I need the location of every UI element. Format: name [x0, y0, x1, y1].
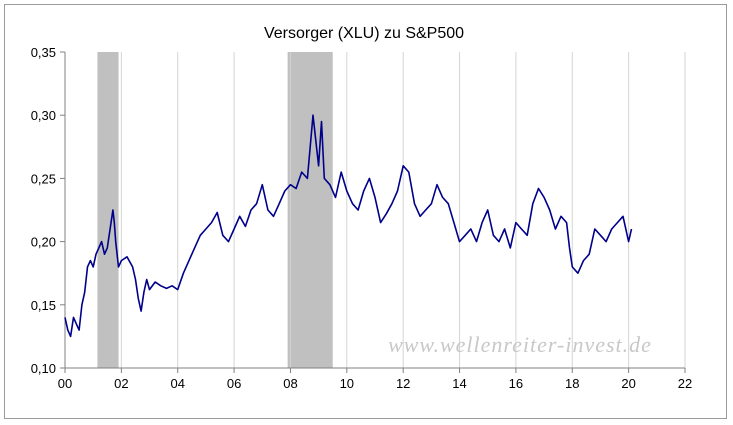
x-tick-label: 10 — [340, 376, 354, 391]
y-tick-label: 0,10 — [31, 361, 56, 376]
watermark-text: www.wellenreiter-invest.de — [388, 332, 652, 357]
x-tick-label: 06 — [227, 376, 241, 391]
x-tick-label: 08 — [283, 376, 297, 391]
x-tick-label: 16 — [509, 376, 523, 391]
x-tick-label: 22 — [678, 376, 692, 391]
y-tick-label: 0,35 — [31, 45, 56, 60]
chart-title: Versorger (XLU) zu S&P500 — [264, 25, 464, 42]
y-tick-label: 0,30 — [31, 108, 56, 123]
x-tick-label: 14 — [452, 376, 466, 391]
series-line-0 — [64, 114, 633, 338]
x-tick-label: 18 — [565, 376, 579, 391]
recession-shade-1 — [287, 52, 333, 368]
x-tick-label: 02 — [114, 376, 128, 391]
chart-frame — [4, 4, 727, 419]
x-tick-label: 04 — [170, 376, 184, 391]
x-tick-label: 12 — [396, 376, 410, 391]
x-tick-label: 20 — [621, 376, 635, 391]
recession-shade-0 — [97, 52, 119, 368]
y-tick-label: 0,15 — [31, 298, 56, 313]
x-tick-label: 00 — [58, 376, 72, 391]
y-tick-label: 0,25 — [31, 171, 56, 186]
y-tick-label: 0,20 — [31, 235, 56, 250]
